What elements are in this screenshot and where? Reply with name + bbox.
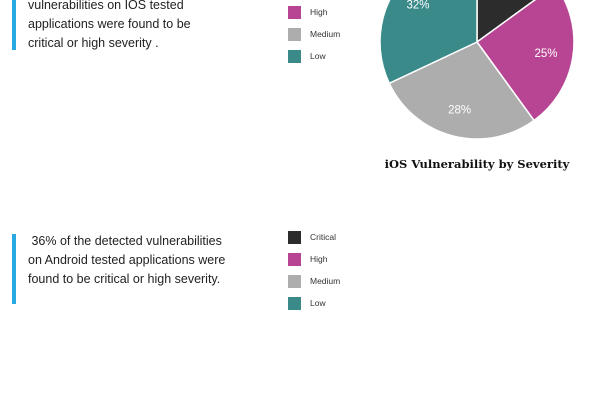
legend-swatch-medium — [288, 274, 301, 288]
accent-bar — [12, 0, 16, 50]
legend-item-high: High — [288, 1, 340, 23]
pie-slice-label: 25% — [534, 48, 557, 60]
pie-slice-high — [475, 0, 575, 122]
pie-slice-low — [379, 0, 478, 85]
legend-swatch-high — [288, 5, 301, 19]
legend-swatch-low — [288, 296, 301, 310]
legend-label: High — [310, 7, 328, 17]
pie-slice-medium — [388, 41, 536, 140]
legend-item-low: Low — [288, 45, 340, 67]
legend-swatch-low — [288, 49, 301, 63]
legend-swatch-medium — [288, 27, 301, 41]
legend-label: Low — [310, 298, 326, 308]
android-summary-text: 36% of the detected vulnerabilities on A… — [28, 234, 229, 286]
legend-item-high: High — [288, 248, 340, 270]
android-legend: Critical High Medium Low — [288, 226, 340, 314]
legend-item-medium: Medium — [288, 270, 340, 292]
legend-swatch-high — [288, 252, 301, 266]
legend-label: Medium — [310, 29, 341, 39]
ios-summary-text: vulnerabilities on IOS tested applicatio… — [28, 0, 191, 50]
ios-legend: High Medium Low — [288, 1, 340, 67]
legend-swatch-critical — [288, 230, 301, 244]
legend-label: High — [310, 254, 328, 264]
legend-item-medium: Medium — [288, 23, 340, 45]
accent-bar — [12, 234, 16, 304]
pie-slice-critical — [476, 0, 537, 44]
ios-chart-title: iOS Vulnerability by Severity — [384, 157, 570, 171]
pie-slice-label: 28% — [448, 105, 471, 117]
legend-item-low: Low — [288, 292, 340, 314]
legend-label: Low — [310, 51, 326, 61]
legend-label: Medium — [310, 276, 341, 286]
legend-item-critical: Critical — [288, 226, 340, 248]
legend-label: Critical — [310, 232, 336, 242]
pie-slice-label: 32% — [407, 0, 430, 12]
